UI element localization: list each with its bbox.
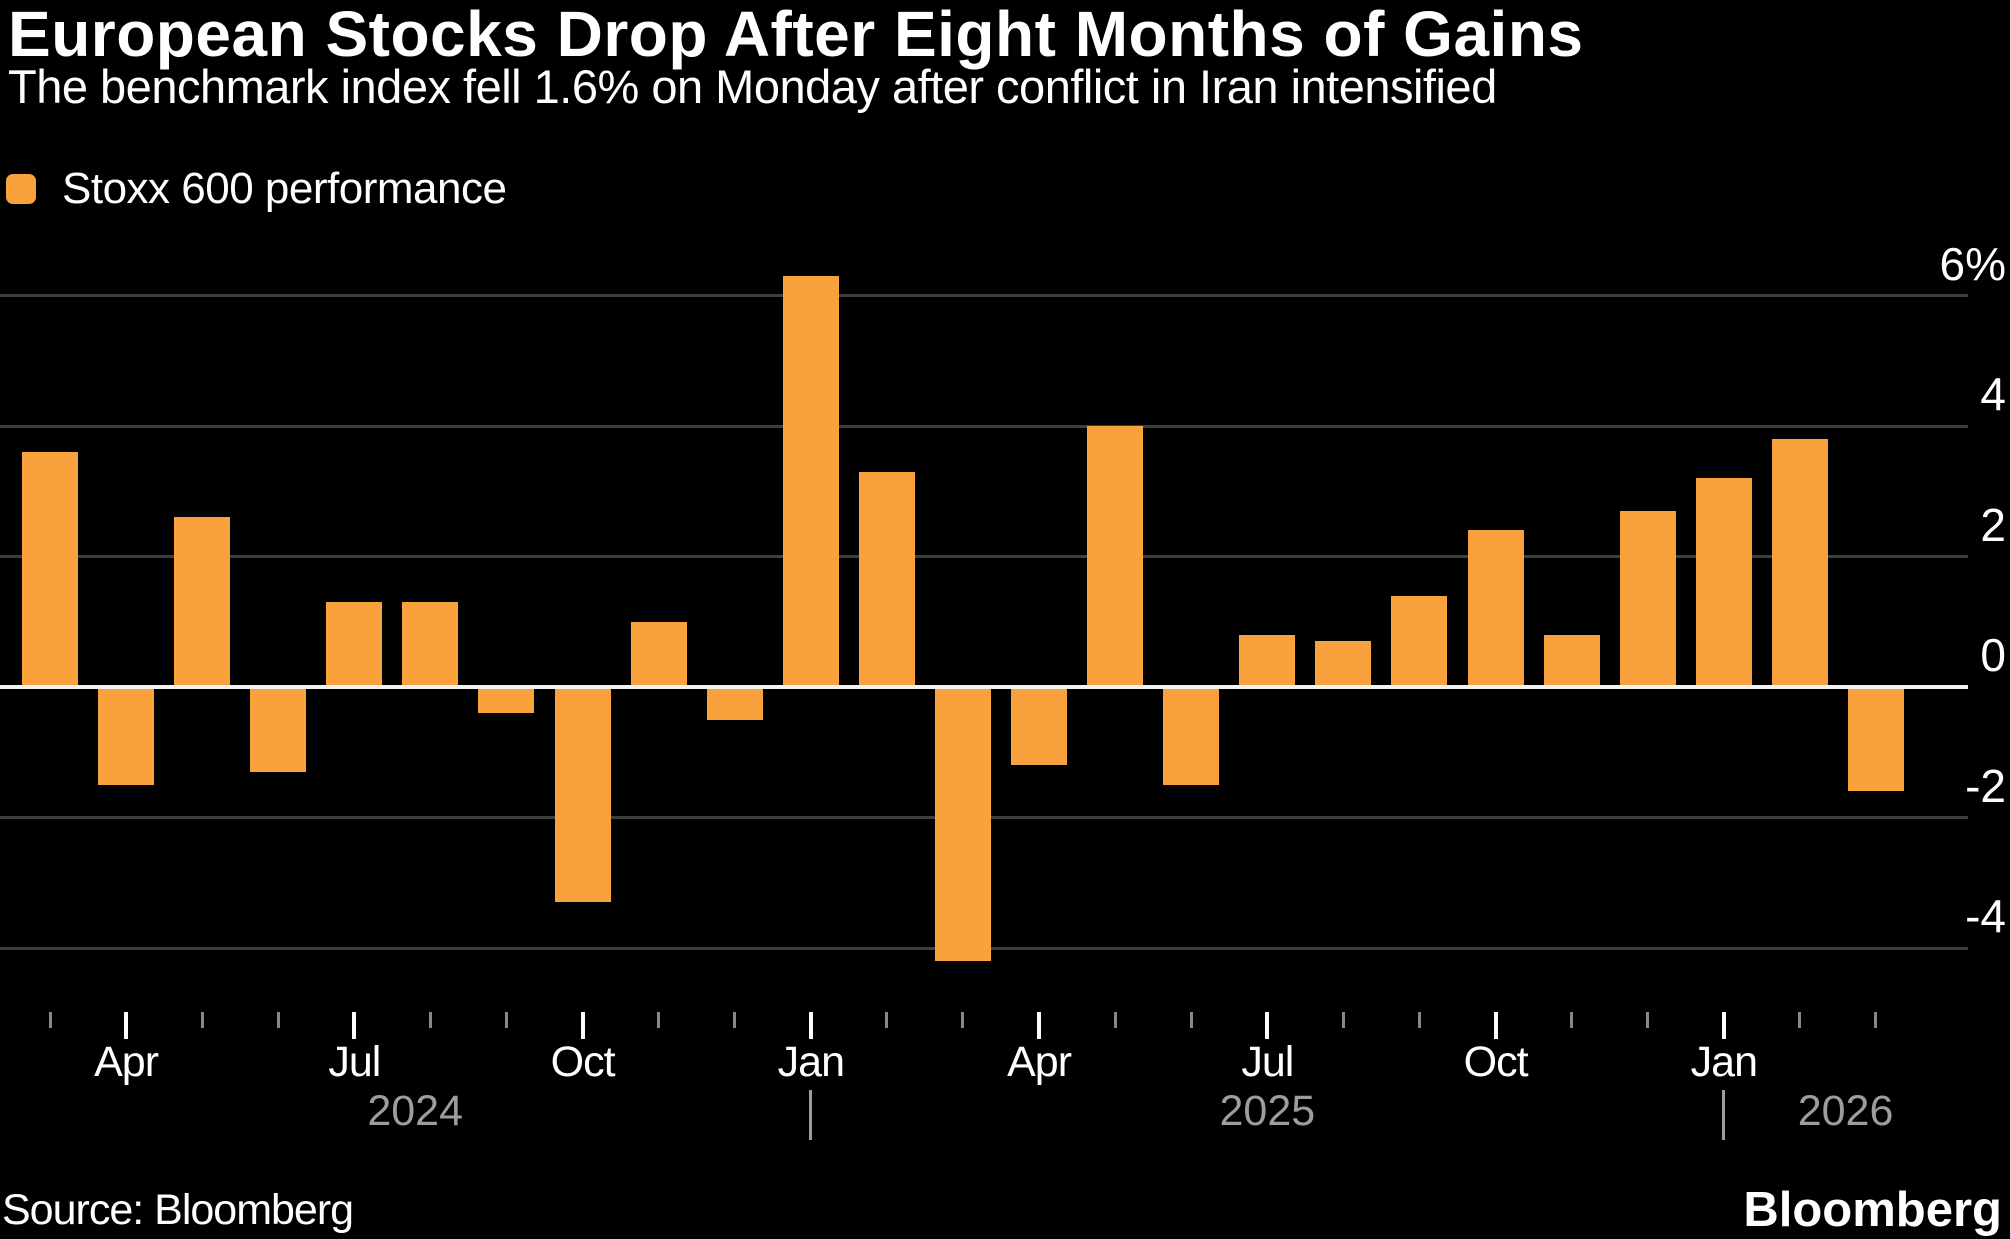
bloomberg-logo: Bloomberg xyxy=(1743,1183,2002,1237)
zero-line xyxy=(0,685,1968,689)
major-tick-jul-2024 xyxy=(352,1012,357,1039)
minor-tick-aug-2024 xyxy=(428,1012,432,1028)
year-label-2025: 2025 xyxy=(1219,1087,1316,1135)
y-axis-label-2: 2 xyxy=(1980,498,2006,551)
bar-nov-2024 xyxy=(630,621,687,689)
bar-jul-2024 xyxy=(326,602,383,689)
minor-tick-mar-2025 xyxy=(961,1012,965,1028)
bar-jun-2024 xyxy=(250,685,307,772)
x-axis-label-jan-2025: Jan xyxy=(777,1038,845,1086)
year-label-2026: 2026 xyxy=(1797,1087,1894,1135)
bar-jan-2025 xyxy=(782,275,839,689)
bar-aug-2024 xyxy=(402,602,459,689)
minor-tick-may-2025 xyxy=(1113,1012,1117,1028)
bar-mar-2026 xyxy=(1847,685,1904,792)
major-tick-apr-2025 xyxy=(1037,1012,1042,1039)
bar-apr-2025 xyxy=(1011,685,1068,766)
major-tick-jan-2026 xyxy=(1721,1012,1726,1039)
minor-tick-dec-2025 xyxy=(1646,1012,1650,1028)
minor-tick-nov-2024 xyxy=(657,1012,661,1028)
minor-tick-feb-2025 xyxy=(885,1012,889,1028)
bar-nov-2025 xyxy=(1543,634,1600,689)
x-axis-label-oct-2025: Oct xyxy=(1463,1038,1529,1086)
legend-label: Stoxx 600 performance xyxy=(62,164,507,213)
bar-apr-2024 xyxy=(98,685,155,785)
y-axis-label-6: 6% xyxy=(1939,237,2006,290)
y-axis-label--2: -2 xyxy=(1965,759,2006,812)
minor-tick-jun-2024 xyxy=(276,1012,280,1028)
x-axis-label-apr-2025: Apr xyxy=(1007,1038,1072,1086)
gridline-6 xyxy=(0,294,1968,297)
major-tick-jan-2025 xyxy=(808,1012,813,1039)
year-divider-jan-2026 xyxy=(1722,1090,1726,1140)
bar-jul-2025 xyxy=(1239,634,1296,689)
y-axis-label-4: 4 xyxy=(1980,368,2006,420)
major-tick-oct-2024 xyxy=(580,1012,585,1039)
x-axis-label-jul-2024: Jul xyxy=(328,1038,381,1086)
bar-oct-2024 xyxy=(554,685,611,903)
year-label-2024: 2024 xyxy=(367,1087,464,1135)
source-note: Source: Bloomberg xyxy=(2,1186,354,1234)
bar-sep-2024 xyxy=(478,685,535,714)
gridline-4 xyxy=(0,424,1968,428)
chart-subtitle: The benchmark index fell 1.6% on Monday … xyxy=(8,60,1497,113)
bar-dec-2024 xyxy=(706,685,763,720)
minor-tick-dec-2024 xyxy=(733,1012,737,1028)
minor-tick-feb-2026 xyxy=(1798,1012,1802,1028)
bar-jan-2026 xyxy=(1695,478,1752,689)
minor-tick-sep-2024 xyxy=(504,1012,508,1028)
x-axis-label-apr-2024: Apr xyxy=(94,1038,159,1086)
legend: Stoxx 600 performance xyxy=(6,164,507,213)
minor-tick-nov-2025 xyxy=(1570,1012,1574,1028)
legend-swatch-icon xyxy=(6,174,36,204)
bar-feb-2026 xyxy=(1771,439,1828,689)
y-axis-label-0: 0 xyxy=(1980,629,2006,681)
bar-feb-2025 xyxy=(858,471,915,689)
gridline-2 xyxy=(0,555,1968,558)
bar-sep-2025 xyxy=(1391,595,1448,689)
bar-may-2024 xyxy=(174,517,231,689)
minor-tick-aug-2025 xyxy=(1341,1012,1345,1028)
chart-title: European Stocks Drop After Eight Months … xyxy=(8,0,1584,70)
bar-jun-2025 xyxy=(1163,685,1220,785)
minor-tick-mar-2024 xyxy=(48,1012,52,1028)
minor-tick-jun-2025 xyxy=(1189,1012,1193,1028)
major-tick-jul-2025 xyxy=(1265,1012,1270,1039)
bar-may-2025 xyxy=(1087,426,1144,689)
bar-dec-2025 xyxy=(1619,510,1676,689)
minor-tick-may-2024 xyxy=(200,1012,204,1028)
x-axis-label-jul-2025: Jul xyxy=(1241,1038,1294,1086)
y-axis-label--4: -4 xyxy=(1965,890,2006,942)
x-axis-label-jan-2026: Jan xyxy=(1690,1038,1758,1086)
x-axis-label-oct-2024: Oct xyxy=(550,1038,616,1086)
year-divider-jan-2025 xyxy=(809,1090,813,1140)
minor-tick-mar-2026 xyxy=(1874,1012,1878,1028)
bar-aug-2025 xyxy=(1315,641,1372,689)
bar-mar-2024 xyxy=(22,452,78,689)
minor-tick-sep-2025 xyxy=(1417,1012,1421,1028)
bar-mar-2025 xyxy=(934,685,991,962)
bar-oct-2025 xyxy=(1467,530,1524,689)
major-tick-apr-2024 xyxy=(124,1012,129,1039)
major-tick-oct-2025 xyxy=(1493,1012,1498,1039)
